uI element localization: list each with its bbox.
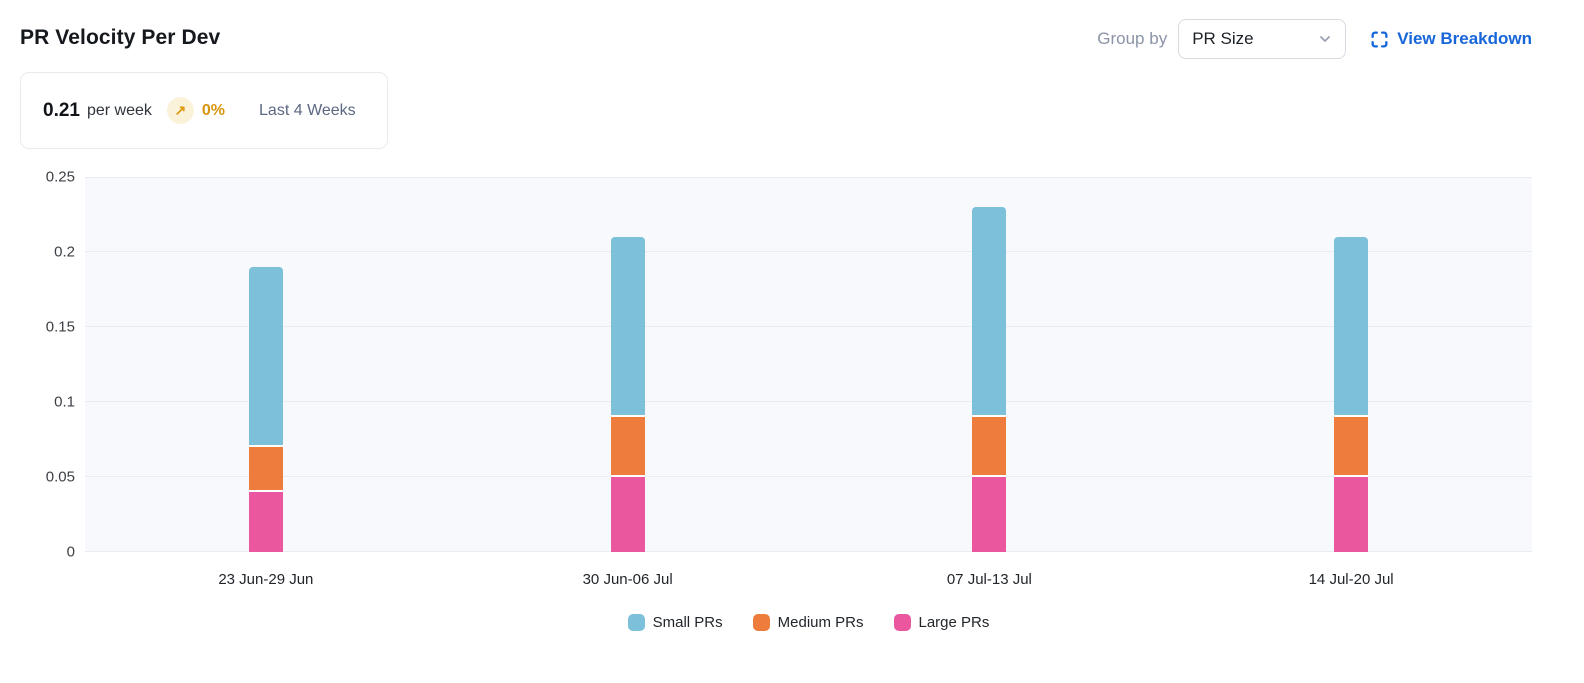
view-breakdown-label: View Breakdown [1397,29,1532,48]
gridline [85,251,1532,252]
y-axis-tick-label: 0.15 [45,318,75,336]
bar-segment-small-prs[interactable] [248,267,283,447]
summary-unit: per week [86,101,152,119]
bar-segment-large-prs[interactable] [1334,477,1369,552]
bar-segment-medium-prs[interactable] [972,417,1007,477]
legend-label: Medium PRs [777,614,864,631]
y-axis-tick-label: 0.25 [45,168,75,186]
legend-item[interactable]: Medium PRs [752,614,864,631]
summary-value: 0.21 [43,99,80,121]
summary-period: Last 4 Weeks [259,101,356,119]
gridline [85,401,1532,402]
trend-up-icon: ↗ [166,97,194,124]
x-axis-label: 07 Jul-13 Jul [946,571,1032,588]
bar-segment-small-prs[interactable] [972,207,1007,417]
legend-swatch [893,614,911,631]
legend-swatch [752,614,770,631]
bar-group [248,177,283,552]
x-axis-label: 23 Jun-29 Jun [218,571,314,588]
group-by-selected-value: PR Size [1192,29,1254,48]
legend-label: Small PRs [652,614,723,631]
bar-segment-large-prs[interactable] [972,477,1007,552]
gridline [85,326,1532,327]
x-axis-label: 14 Jul-20 Jul [1308,571,1394,588]
legend-swatch [627,614,645,631]
bar-segment-large-prs[interactable] [610,477,645,552]
bar-group [972,177,1007,552]
gridline [85,177,1532,178]
y-axis-tick-label: 0.2 [54,243,75,261]
bar-segment-medium-prs[interactable] [610,417,645,477]
group-by-label: Group by [1097,29,1168,48]
x-axis: 23 Jun-29 Jun 30 Jun-06 Jul 07 Jul-13 Jul 1… [85,571,1532,593]
bar-group [610,177,645,552]
x-axis-label: 30 Jun-06 Jul [582,571,673,588]
header-controls: Group by PR Size View Breakdown [1097,19,1532,59]
expand-icon [1370,30,1389,49]
bar-segment-medium-prs[interactable] [1334,417,1369,477]
bar-segment-medium-prs[interactable] [248,447,283,492]
y-axis: 0 0.05 0.1 0.15 0.2 0.25 [0,169,75,561]
legend-label: Large PRs [918,614,990,631]
view-breakdown-link[interactable]: View Breakdown [1370,29,1532,49]
legend-item[interactable]: Small PRs [627,614,723,631]
legend-item[interactable]: Large PRs [893,614,990,631]
summary-card: 0.21 per week ↗ 0% Last 4 Weeks [20,72,388,149]
bar-segment-small-prs[interactable] [1334,237,1369,417]
group-by-select[interactable]: PR Size [1178,19,1347,59]
legend: Small PRs Medium PRs Large PRs [85,614,1532,631]
plot-area [85,177,1532,552]
bar-segment-large-prs[interactable] [248,492,283,552]
bar-group [1334,177,1369,552]
gridline [85,476,1532,477]
gridline [85,551,1532,552]
chevron-down-icon [1317,31,1333,47]
bar-segment-small-prs[interactable] [610,237,645,417]
trend-percent: 0% [201,101,226,119]
y-axis-tick-label: 0.1 [54,393,75,411]
page-title: PR Velocity Per Dev [20,26,221,49]
y-axis-tick-label: 0 [66,543,75,561]
y-axis-tick-label: 0.05 [45,468,75,486]
